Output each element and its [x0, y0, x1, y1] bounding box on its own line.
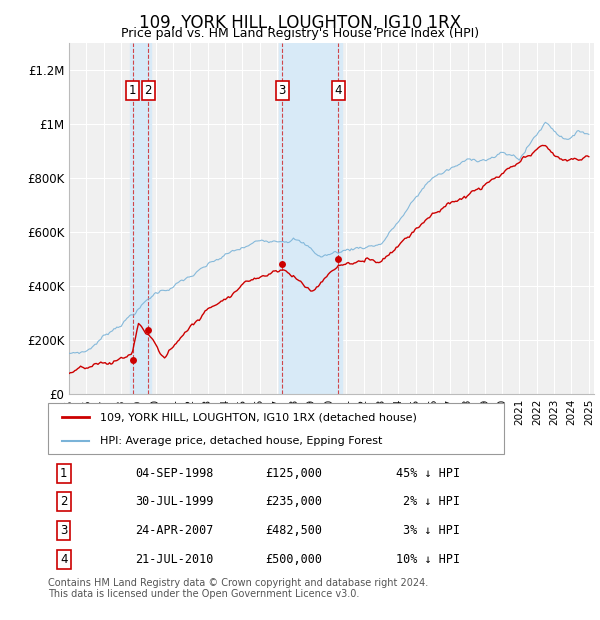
Text: £235,000: £235,000 [266, 495, 323, 508]
Text: 30-JUL-1999: 30-JUL-1999 [135, 495, 214, 508]
Text: HPI: Average price, detached house, Epping Forest: HPI: Average price, detached house, Eppi… [100, 436, 383, 446]
Text: 4: 4 [60, 552, 68, 565]
Text: 4: 4 [335, 84, 342, 97]
FancyBboxPatch shape [48, 403, 504, 454]
Bar [130, 43, 151, 394]
Text: 1: 1 [129, 84, 136, 97]
Text: 1: 1 [60, 467, 68, 480]
Text: 10% ↓ HPI: 10% ↓ HPI [396, 552, 460, 565]
Text: 04-SEP-1998: 04-SEP-1998 [135, 467, 214, 480]
Text: 24-APR-2007: 24-APR-2007 [135, 524, 214, 537]
Text: 2: 2 [60, 495, 68, 508]
Text: 2% ↓ HPI: 2% ↓ HPI [403, 495, 460, 508]
Text: Contains HM Land Registry data © Crown copyright and database right 2024.
This d: Contains HM Land Registry data © Crown c… [48, 578, 428, 600]
Text: Price paid vs. HM Land Registry's House Price Index (HPI): Price paid vs. HM Land Registry's House … [121, 27, 479, 40]
Text: £500,000: £500,000 [266, 552, 323, 565]
Text: 3: 3 [60, 524, 68, 537]
Text: 109, YORK HILL, LOUGHTON, IG10 1RX: 109, YORK HILL, LOUGHTON, IG10 1RX [139, 14, 461, 32]
Text: £482,500: £482,500 [266, 524, 323, 537]
Text: 3: 3 [278, 84, 286, 97]
Text: £125,000: £125,000 [266, 467, 323, 480]
Text: 2: 2 [145, 84, 152, 97]
Bar [278, 43, 342, 394]
Text: 21-JUL-2010: 21-JUL-2010 [135, 552, 214, 565]
Text: 109, YORK HILL, LOUGHTON, IG10 1RX (detached house): 109, YORK HILL, LOUGHTON, IG10 1RX (deta… [100, 412, 418, 422]
Text: 3% ↓ HPI: 3% ↓ HPI [403, 524, 460, 537]
Text: 45% ↓ HPI: 45% ↓ HPI [396, 467, 460, 480]
